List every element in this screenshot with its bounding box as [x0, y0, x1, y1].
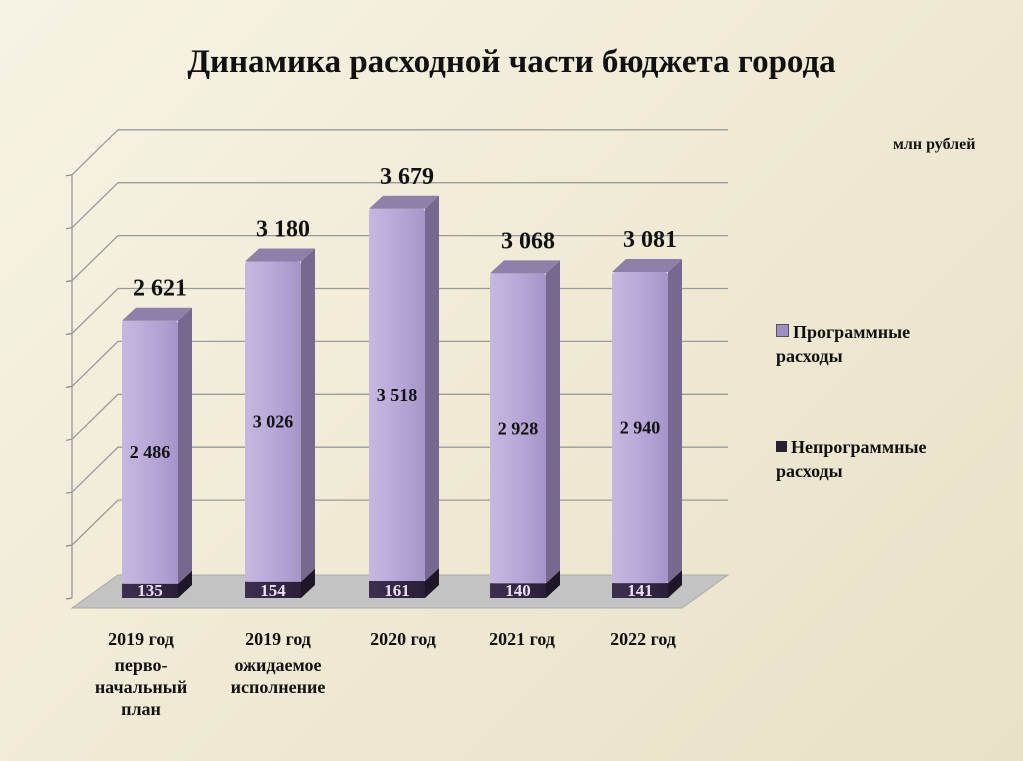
data-labels: 2 486 135 2 621 3 026 154 3 180 3 518 161 3 679 2… — [130, 164, 677, 600]
category-label-line: 2020 год — [370, 629, 436, 649]
legend-label-non-programmatic-1: Непрограммные — [791, 437, 927, 457]
bar-side-non-programmatic — [425, 567, 439, 598]
bar-top-programmatic — [245, 248, 315, 262]
data-label-total: 3 081 — [623, 227, 677, 253]
category-label-3: 2020 год — [333, 628, 473, 650]
bar-programmatic — [612, 272, 668, 584]
legend-swatch-programmatic — [776, 324, 789, 337]
bars — [122, 195, 682, 598]
bar-programmatic — [122, 320, 178, 584]
bar-programmatic — [369, 208, 425, 581]
bar-side-programmatic — [178, 307, 192, 584]
chart-title: Динамика расходной части бюджета города — [187, 44, 836, 80]
y-tick — [65, 332, 73, 336]
y-tick — [65, 227, 73, 230]
y-tick — [65, 174, 73, 177]
data-label-non-programmatic: 140 — [505, 581, 531, 600]
y-tick — [65, 385, 73, 388]
legend-label-programmatic-1: Программные — [793, 322, 911, 342]
bar-programmatic — [490, 273, 546, 584]
category-label-1: 2019 год перво- начальный план — [71, 628, 211, 720]
y-tick — [65, 544, 73, 547]
category-label-line: 2022 год — [610, 629, 676, 649]
data-label-non-programmatic: 161 — [384, 581, 410, 600]
category-label-4: 2021 год — [452, 628, 592, 650]
data-label-programmatic: 2 486 — [130, 442, 171, 462]
y-tick — [65, 597, 73, 600]
legend-item-programmatic: Программные расходы — [776, 320, 1006, 368]
category-label-line: ожидаемое — [234, 655, 322, 675]
bar-side-programmatic — [546, 260, 560, 584]
bar-non-programmatic — [122, 583, 178, 598]
category-label-2: 2019 год ожидаемое исполнение — [208, 628, 348, 698]
category-label-line: 2019 год — [245, 629, 311, 649]
legend-item-non-programmatic: Непрограммные расходы — [776, 435, 1006, 483]
bar-top-programmatic — [369, 195, 439, 209]
bar-side-programmatic — [301, 248, 315, 582]
data-label-non-programmatic: 154 — [260, 581, 286, 600]
category-label-line: начальный — [94, 677, 188, 697]
data-label-total: 3 180 — [256, 217, 310, 243]
data-label-programmatic: 2 928 — [498, 418, 539, 438]
bar-non-programmatic — [369, 580, 425, 598]
y-tick — [65, 491, 73, 494]
legend-label-non-programmatic-2: расходы — [776, 461, 843, 481]
data-label-programmatic: 2 940 — [620, 418, 661, 438]
category-label-line: план — [121, 699, 161, 719]
bar-top-programmatic — [612, 259, 682, 273]
legend-label-programmatic-2: расходы — [776, 346, 843, 366]
bar-non-programmatic — [245, 581, 301, 598]
bar-non-programmatic — [612, 583, 668, 598]
category-label-line: перво- — [114, 655, 168, 675]
data-label-programmatic: 3 026 — [253, 412, 294, 432]
bar-side-programmatic — [668, 259, 682, 584]
data-label-programmatic: 3 518 — [377, 385, 418, 405]
bar-side-programmatic — [425, 195, 439, 581]
data-label-non-programmatic: 135 — [137, 581, 163, 600]
y-tick — [65, 280, 73, 283]
legend-swatch-non-programmatic — [776, 441, 787, 452]
gridline — [71, 129, 728, 176]
bar-side-non-programmatic — [301, 568, 315, 598]
gridline — [71, 234, 728, 282]
unit-label: млн рублей — [893, 136, 976, 153]
bar-programmatic — [245, 261, 301, 582]
data-label-non-programmatic: 141 — [627, 581, 653, 600]
bar-side-non-programmatic — [178, 570, 192, 598]
category-label-line: исполнение — [230, 677, 326, 697]
gridline — [71, 182, 728, 229]
data-label-total: 2 621 — [133, 276, 187, 302]
data-label-total: 3 679 — [380, 164, 434, 190]
bar-side-non-programmatic — [546, 570, 560, 598]
category-label-line: 2019 год — [108, 629, 174, 649]
bar-side-non-programmatic — [668, 570, 682, 598]
data-label-total: 3 068 — [501, 228, 555, 254]
bar-top-programmatic — [122, 307, 192, 321]
category-label-5: 2022 год — [573, 628, 713, 650]
category-label-line: 2021 год — [489, 629, 555, 649]
bar-non-programmatic — [490, 583, 546, 598]
y-tick — [65, 438, 73, 441]
bar-top-programmatic — [490, 260, 560, 274]
